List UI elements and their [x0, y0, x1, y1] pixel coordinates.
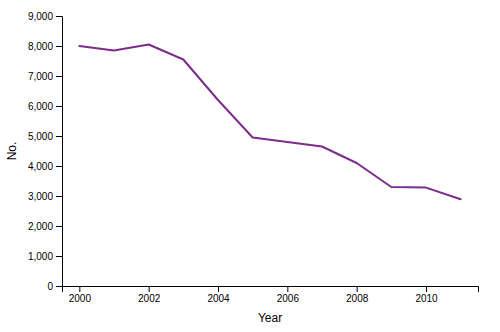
- y-tick-label: 1,000: [28, 251, 53, 262]
- y-tick-label: 6,000: [28, 101, 53, 112]
- marks: [79, 45, 460, 200]
- y-tick-mark: [56, 76, 62, 77]
- chart-container: 2000 2002 2004 2006 2008 2010 0 1,000 2,000 3,000…: [0, 0, 500, 332]
- y-tick-mark: [56, 136, 62, 137]
- x-tick-label: 2004: [207, 293, 230, 304]
- y-tick: 6,000: [28, 101, 62, 112]
- x-axis-line: [63, 287, 479, 293]
- y-tick-label: 8,000: [28, 41, 53, 52]
- y-tick-mark: [56, 256, 62, 257]
- y-tick: 0: [47, 281, 62, 292]
- y-tick-mark: [56, 166, 62, 167]
- y-tick: 3,000: [28, 191, 62, 202]
- y-tick-label: 5,000: [28, 131, 53, 142]
- plot-area: 2000 2002 2004 2006 2008 2010 0 1,000 2,000 3,000…: [5, 11, 479, 325]
- y-tick: 7,000: [28, 71, 62, 82]
- y-axis-line: [56, 17, 63, 287]
- y-tick-mark: [56, 46, 62, 47]
- y-tick-label: 0: [47, 281, 53, 292]
- x-tick-label: 2002: [138, 293, 161, 304]
- x-tick-mark: [357, 286, 358, 292]
- y-tick-label: 7,000: [28, 71, 53, 82]
- x-tick-label: 2000: [69, 293, 92, 304]
- x-axis-title: Year: [258, 311, 282, 325]
- y-tick-label: 9,000: [28, 11, 53, 22]
- x-tick-mark: [287, 286, 288, 292]
- x-tick-label: 2008: [346, 293, 369, 304]
- x-tick: 2008: [346, 286, 369, 304]
- x-tick-mark: [79, 286, 80, 292]
- y-tick: 9,000: [28, 11, 62, 22]
- x-tick: 2002: [138, 286, 161, 304]
- x-tick: 2004: [207, 286, 230, 304]
- y-tick-mark: [56, 196, 62, 197]
- y-tick-label: 4,000: [28, 161, 53, 172]
- x-tick-mark: [426, 286, 427, 292]
- y-axis-title: No.: [5, 142, 19, 161]
- y-tick-label: 3,000: [28, 191, 53, 202]
- y-tick: 5,000: [28, 131, 62, 142]
- line: [79, 45, 460, 200]
- x-tick-mark: [149, 286, 150, 292]
- x-axis: 2000 2002 2004 2006 2008 2010: [63, 286, 479, 304]
- x-tick-label: 2010: [415, 293, 438, 304]
- y-axis: 0 1,000 2,000 3,000 4,000 5,000 6,000 7,000 8,00…: [28, 11, 63, 292]
- y-tick-label: 2,000: [28, 221, 53, 232]
- y-tick-mark: [56, 286, 62, 287]
- y-tick-mark: [56, 226, 62, 227]
- y-tick: 1,000: [28, 251, 62, 262]
- chart-svg: 2000 2002 2004 2006 2008 2010 0 1,000 2,000 3,000…: [0, 0, 500, 332]
- x-tick: 2006: [277, 286, 300, 304]
- y-tick: 4,000: [28, 161, 62, 172]
- x-tick: 2000: [69, 286, 92, 304]
- y-tick: 2,000: [28, 221, 62, 232]
- y-tick-mark: [56, 16, 62, 17]
- x-tick-mark: [218, 286, 219, 292]
- y-tick: 8,000: [28, 41, 62, 52]
- x-tick: 2010: [415, 286, 438, 304]
- y-tick-mark: [56, 106, 62, 107]
- x-tick-label: 2006: [277, 293, 300, 304]
